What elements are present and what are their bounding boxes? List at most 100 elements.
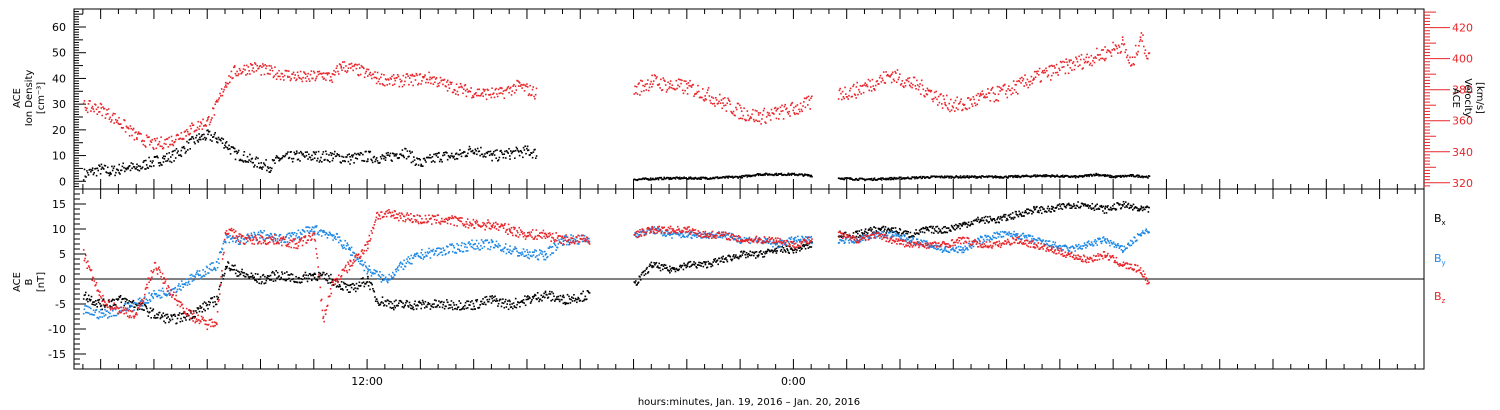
bx-point (652, 265, 654, 267)
bx-point (1073, 205, 1076, 207)
velocity-point (244, 69, 246, 71)
bx-point (173, 313, 176, 316)
density-point (388, 155, 391, 157)
by-point (192, 275, 194, 277)
bx-point (944, 225, 946, 228)
by-point (424, 251, 427, 254)
velocity-point (400, 80, 403, 82)
velocity-point (312, 70, 315, 73)
bx-point (490, 295, 492, 298)
by-point (324, 233, 327, 236)
bx-point (475, 300, 478, 303)
bx-point (563, 296, 565, 299)
bx-point (534, 293, 536, 296)
bx-point (581, 300, 584, 302)
by-point (136, 303, 139, 306)
velocity-point (1032, 79, 1034, 81)
density-point (102, 167, 104, 169)
bx-point (329, 282, 331, 284)
velocity-point (635, 86, 638, 88)
bx-point (451, 306, 453, 309)
velocity-point (1056, 71, 1059, 74)
velocity-point (688, 84, 690, 87)
bx-point (306, 277, 308, 280)
by-point (157, 294, 160, 297)
density-point (1099, 174, 1102, 177)
bx-point (670, 270, 673, 272)
density-point (879, 178, 881, 180)
bx-point (1104, 208, 1106, 210)
bx-point (770, 250, 772, 253)
by-point (224, 240, 227, 243)
by-point (139, 297, 141, 299)
velocity-point (996, 85, 999, 88)
density-point (500, 149, 502, 152)
density-point (1081, 176, 1084, 178)
bx-point (205, 302, 207, 304)
bx-point (397, 304, 399, 307)
velocity-point (749, 116, 752, 118)
density-point (476, 147, 479, 150)
velocity-point (1083, 61, 1086, 64)
bx-point (114, 304, 117, 306)
bx-point (764, 252, 766, 255)
density-point (353, 162, 355, 164)
bx-point (269, 274, 272, 277)
density-point (700, 178, 702, 180)
velocity-point (990, 89, 992, 91)
bx-point (152, 308, 155, 310)
density-point (124, 170, 126, 173)
bx-point (310, 274, 312, 277)
bx-point (856, 230, 858, 232)
velocity-point (191, 122, 193, 125)
velocity-point (845, 93, 847, 95)
by-point (235, 240, 238, 242)
by-point (451, 243, 453, 245)
by-point (423, 256, 426, 258)
density-point (294, 153, 296, 156)
bx-point (355, 282, 358, 285)
density-point (1030, 176, 1032, 178)
density-point (195, 136, 197, 139)
density-point (382, 155, 384, 157)
density-point (290, 151, 292, 153)
by-point (225, 241, 227, 244)
density-point (207, 133, 209, 136)
bx-point (417, 304, 419, 307)
velocity-point (85, 109, 87, 111)
bx-point (233, 268, 236, 271)
bx-point (871, 228, 873, 231)
velocity-point (116, 119, 119, 122)
velocity-point (1087, 60, 1089, 63)
by-point (322, 231, 324, 234)
by-point (104, 314, 107, 316)
velocity-point (1102, 49, 1105, 51)
bx-point (555, 298, 557, 300)
velocity-point (340, 65, 342, 68)
density-point (1090, 173, 1092, 176)
bx-point (717, 263, 719, 266)
bx-point (521, 300, 523, 302)
density-point (1059, 176, 1061, 178)
by-point (144, 296, 146, 298)
bx-point (266, 275, 269, 277)
bx-point (1089, 205, 1091, 207)
by-point (259, 237, 261, 239)
by-point (153, 290, 155, 292)
velocity-point (189, 125, 192, 127)
density-point (107, 166, 109, 169)
velocity-point (794, 113, 796, 116)
density-point (161, 157, 164, 159)
bx-point (844, 231, 847, 234)
velocity-point (793, 106, 795, 109)
density-point (211, 140, 213, 142)
velocity-point (283, 74, 286, 77)
density-point (789, 173, 791, 176)
bx-point (568, 295, 570, 298)
bx-point (411, 307, 414, 310)
density-point (171, 154, 174, 156)
velocity-point (1090, 54, 1093, 57)
bx-point (1138, 209, 1140, 212)
velocity-point (941, 103, 943, 105)
density-point (780, 172, 783, 175)
